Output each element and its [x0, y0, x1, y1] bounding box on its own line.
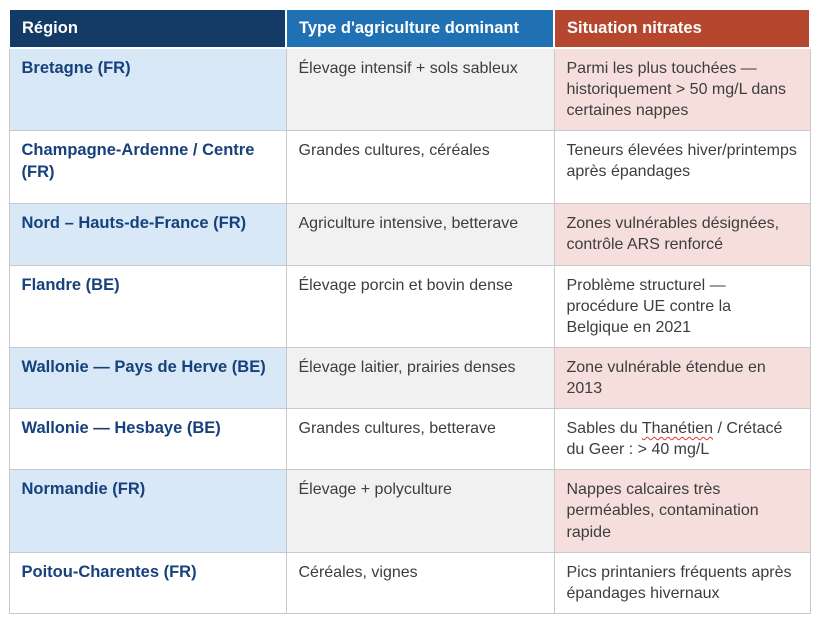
table-row: Wallonie — Pays de Herve (BE) Élevage la…	[8, 346, 811, 410]
table-row: Poitou-Charentes (FR) Céréales, vignes P…	[8, 551, 811, 614]
cell-agriculture: Élevage intensif + sols sableux	[285, 47, 555, 132]
column-header-agriculture: Type d'agriculture dominant	[285, 8, 555, 49]
cell-region: Poitou-Charentes (FR)	[8, 551, 287, 614]
table-row: Wallonie — Hesbaye (BE) Grandes cultures…	[8, 408, 811, 471]
cell-region: Normandie (FR)	[8, 469, 287, 553]
cell-agriculture: Grandes cultures, céréales	[285, 130, 555, 205]
cell-situation: Parmi les plus touchées — historiquement…	[553, 47, 811, 132]
column-header-region: Région	[8, 8, 287, 49]
cell-agriculture: Grandes cultures, betterave	[285, 408, 555, 471]
table-row: Flandre (BE) Élevage porcin et bovin den…	[8, 264, 811, 348]
cell-situation: Zones vulnérables désignées, contrôle AR…	[553, 203, 811, 266]
cell-situation: Teneurs élevées hiver/printemps après ép…	[553, 130, 811, 205]
situation-text: Sables du	[566, 420, 642, 438]
cell-situation: Pics printaniers fréquents après épandag…	[553, 551, 811, 614]
cell-region: Wallonie — Hesbaye (BE)	[8, 408, 287, 471]
cell-region: Nord – Hauts-de-France (FR)	[8, 203, 287, 266]
misspelled-word: Thanétien	[641, 420, 713, 438]
cell-situation: Zone vulnérable étendue en 2013	[553, 346, 811, 410]
cell-region: Wallonie — Pays de Herve (BE)	[8, 346, 287, 410]
cell-region: Bretagne (FR)	[8, 47, 287, 132]
table-row: Normandie (FR) Élevage + polyculture Nap…	[8, 469, 811, 553]
table-row: Bretagne (FR) Élevage intensif + sols sa…	[8, 47, 811, 132]
column-header-situation: Situation nitrates	[553, 8, 811, 49]
table-row: Champagne-Ardenne / Centre (FR) Grandes …	[8, 130, 811, 205]
cell-agriculture: Céréales, vignes	[285, 551, 555, 614]
cell-agriculture: Élevage porcin et bovin dense	[285, 264, 555, 348]
cell-situation: Nappes calcaires très perméables, contam…	[553, 469, 811, 553]
table-row: Nord – Hauts-de-France (FR) Agriculture …	[8, 203, 811, 266]
cell-agriculture: Élevage + polyculture	[285, 469, 555, 553]
cell-region: Flandre (BE)	[8, 264, 287, 348]
nitrates-regions-table: Région Type d'agriculture dominant Situa…	[8, 8, 811, 614]
cell-situation: Problème structurel — procédure UE contr…	[553, 264, 811, 348]
situation-text: / Crétacé du Geer : > 40 mg/L	[566, 420, 783, 459]
cell-region: Champagne-Ardenne / Centre (FR)	[8, 130, 287, 205]
table-header-row: Région Type d'agriculture dominant Situa…	[8, 8, 811, 49]
cell-situation: Sables du Thanétien / Crétacé du Geer : …	[553, 408, 811, 471]
cell-agriculture: Élevage laitier, prairies denses	[285, 346, 555, 410]
cell-agriculture: Agriculture intensive, betterave	[285, 203, 555, 266]
